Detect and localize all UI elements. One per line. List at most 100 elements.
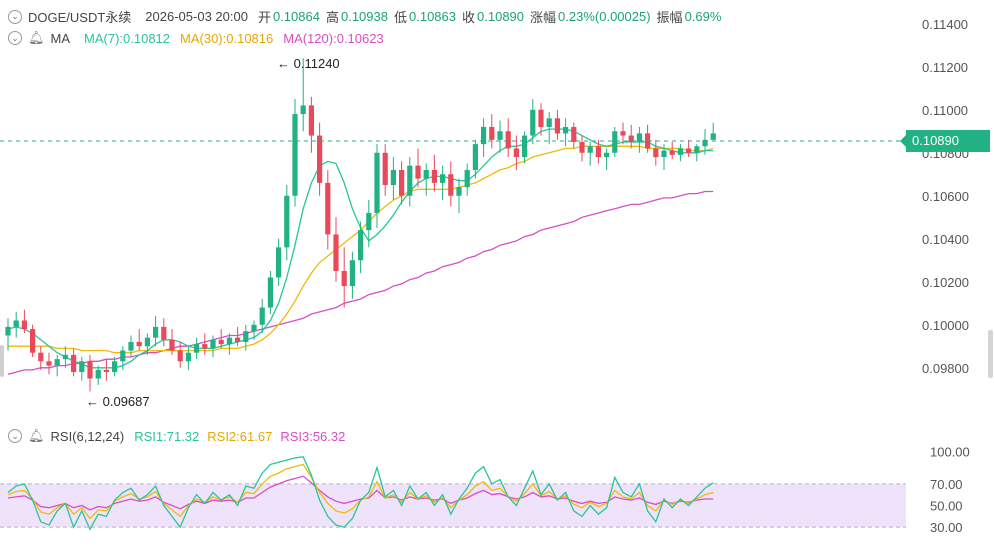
candle-body xyxy=(366,212,372,231)
change-value: 0.23%(0.00025) xyxy=(558,9,651,24)
candle-body xyxy=(317,135,323,183)
candle-body xyxy=(21,320,27,330)
candle-body xyxy=(530,109,536,136)
candle-body xyxy=(694,146,700,153)
candle-body xyxy=(62,354,68,360)
candle-body xyxy=(259,307,265,325)
candle-body xyxy=(686,148,692,153)
candle-body xyxy=(71,354,77,373)
candle-body xyxy=(595,146,601,158)
high-label: 高 xyxy=(325,10,339,25)
candle-body xyxy=(153,326,159,338)
price-tick-label: 0.11400 xyxy=(922,17,968,32)
candle-body xyxy=(112,361,118,373)
price-tick-label: 0.11200 xyxy=(922,60,968,75)
price-tick-label: 0.10200 xyxy=(922,275,969,290)
low-value: 0.10863 xyxy=(409,9,456,24)
candle-body xyxy=(390,169,396,185)
rsi1-line xyxy=(7,456,714,531)
bar-datetime: 2026-05-03 20:00 xyxy=(145,9,248,24)
candle-body xyxy=(546,118,552,127)
candle-body xyxy=(30,329,36,353)
close-value: 0.10890 xyxy=(477,9,525,24)
candle-body xyxy=(267,277,273,308)
candle-body xyxy=(538,109,544,127)
ma7-legend: MA(7):0.10812 xyxy=(84,30,171,46)
candle-body xyxy=(431,169,437,183)
price-axis: 0.114000.112000.110000.108000.106000.104… xyxy=(922,17,969,376)
candle-body xyxy=(358,230,364,261)
price-tick-label: 0.11000 xyxy=(922,103,968,118)
rsi-tick-label: 100.00 xyxy=(930,444,970,459)
candle-body xyxy=(185,352,191,362)
candle-body xyxy=(276,247,282,278)
candle-body xyxy=(513,148,519,158)
candle-body xyxy=(38,352,44,362)
candle-body xyxy=(464,169,470,188)
high-marker-label: ← 0.11240 xyxy=(277,56,340,71)
ma-collapse-chevron-icon[interactable]: ⌄ xyxy=(8,31,22,45)
scroll-handle-right[interactable] xyxy=(988,330,993,378)
candle-body xyxy=(423,169,429,179)
candle-body xyxy=(251,324,257,332)
candle-body xyxy=(448,174,454,196)
rsi-indicator-label[interactable]: RSI(6,12,24) xyxy=(50,428,125,444)
candle-body xyxy=(440,174,446,183)
candle-body xyxy=(661,150,667,158)
candle-body xyxy=(202,344,208,349)
candle-body xyxy=(571,126,577,142)
candle-body xyxy=(194,344,200,353)
candle-body xyxy=(489,126,495,140)
amplitude-value: 0.69% xyxy=(684,9,722,24)
close-label: 收 xyxy=(462,10,476,25)
candle-body xyxy=(505,131,511,149)
candle-body xyxy=(522,135,528,158)
candle-body xyxy=(472,144,478,170)
candle-body xyxy=(46,361,52,366)
alert-bell-icon[interactable]: 🔔︎ xyxy=(28,30,45,45)
candle-body xyxy=(284,195,290,248)
open-label: 开 xyxy=(257,10,271,25)
candle-body xyxy=(300,105,306,115)
scroll-handle[interactable] xyxy=(0,345,4,377)
candle-body xyxy=(481,126,487,145)
collapse-chevron-icon[interactable]: ⌄ xyxy=(8,9,22,24)
candle-body xyxy=(210,339,216,349)
ma-indicator-label[interactable]: MA xyxy=(50,30,71,46)
candle-body xyxy=(628,135,634,142)
high-value: 0.10938 xyxy=(340,9,388,24)
candle-body xyxy=(645,133,651,149)
rsi-lines xyxy=(7,456,714,531)
candle-body xyxy=(554,118,560,134)
candle-body xyxy=(218,339,224,345)
header-row: ⌄ DOGE/USDT永续 2026-05-03 20:00 开 0.10864… xyxy=(8,7,727,26)
candles xyxy=(5,58,716,392)
ma120-legend: MA(120):0.10623 xyxy=(283,30,384,46)
price-tick-label: 0.09800 xyxy=(922,361,969,376)
symbol-title: DOGE/USDT永续 xyxy=(28,10,132,25)
candle-body xyxy=(415,165,421,179)
rsi-alert-bell-icon[interactable]: 🔔︎ xyxy=(28,428,45,443)
ma-legend: ⌄ 🔔︎ MA MA(7):0.10812 MA(30):0.10816 MA(… xyxy=(8,30,390,46)
candle-body xyxy=(579,142,585,153)
candle-body xyxy=(669,150,675,155)
candle-body xyxy=(103,369,109,373)
rsi2-legend: RSI2:61.67 xyxy=(207,428,273,444)
candle-body xyxy=(333,234,339,271)
amplitude-label: 振幅 xyxy=(656,10,683,25)
candle-body xyxy=(677,148,683,155)
candle-body xyxy=(128,341,134,351)
rsi-collapse-chevron-icon[interactable]: ⌄ xyxy=(8,429,22,443)
candle-body xyxy=(374,152,380,213)
candle-body xyxy=(349,260,355,287)
candle-body xyxy=(325,182,331,235)
candle-body xyxy=(79,361,85,373)
candle-body xyxy=(563,126,569,134)
rsi-tick-label: 70.00 xyxy=(930,477,963,492)
candle-body xyxy=(308,105,314,136)
rsi3-legend: RSI3:56.32 xyxy=(280,428,346,444)
candle-body xyxy=(710,133,716,140)
candle-body xyxy=(144,337,150,347)
candle-body xyxy=(407,165,413,196)
